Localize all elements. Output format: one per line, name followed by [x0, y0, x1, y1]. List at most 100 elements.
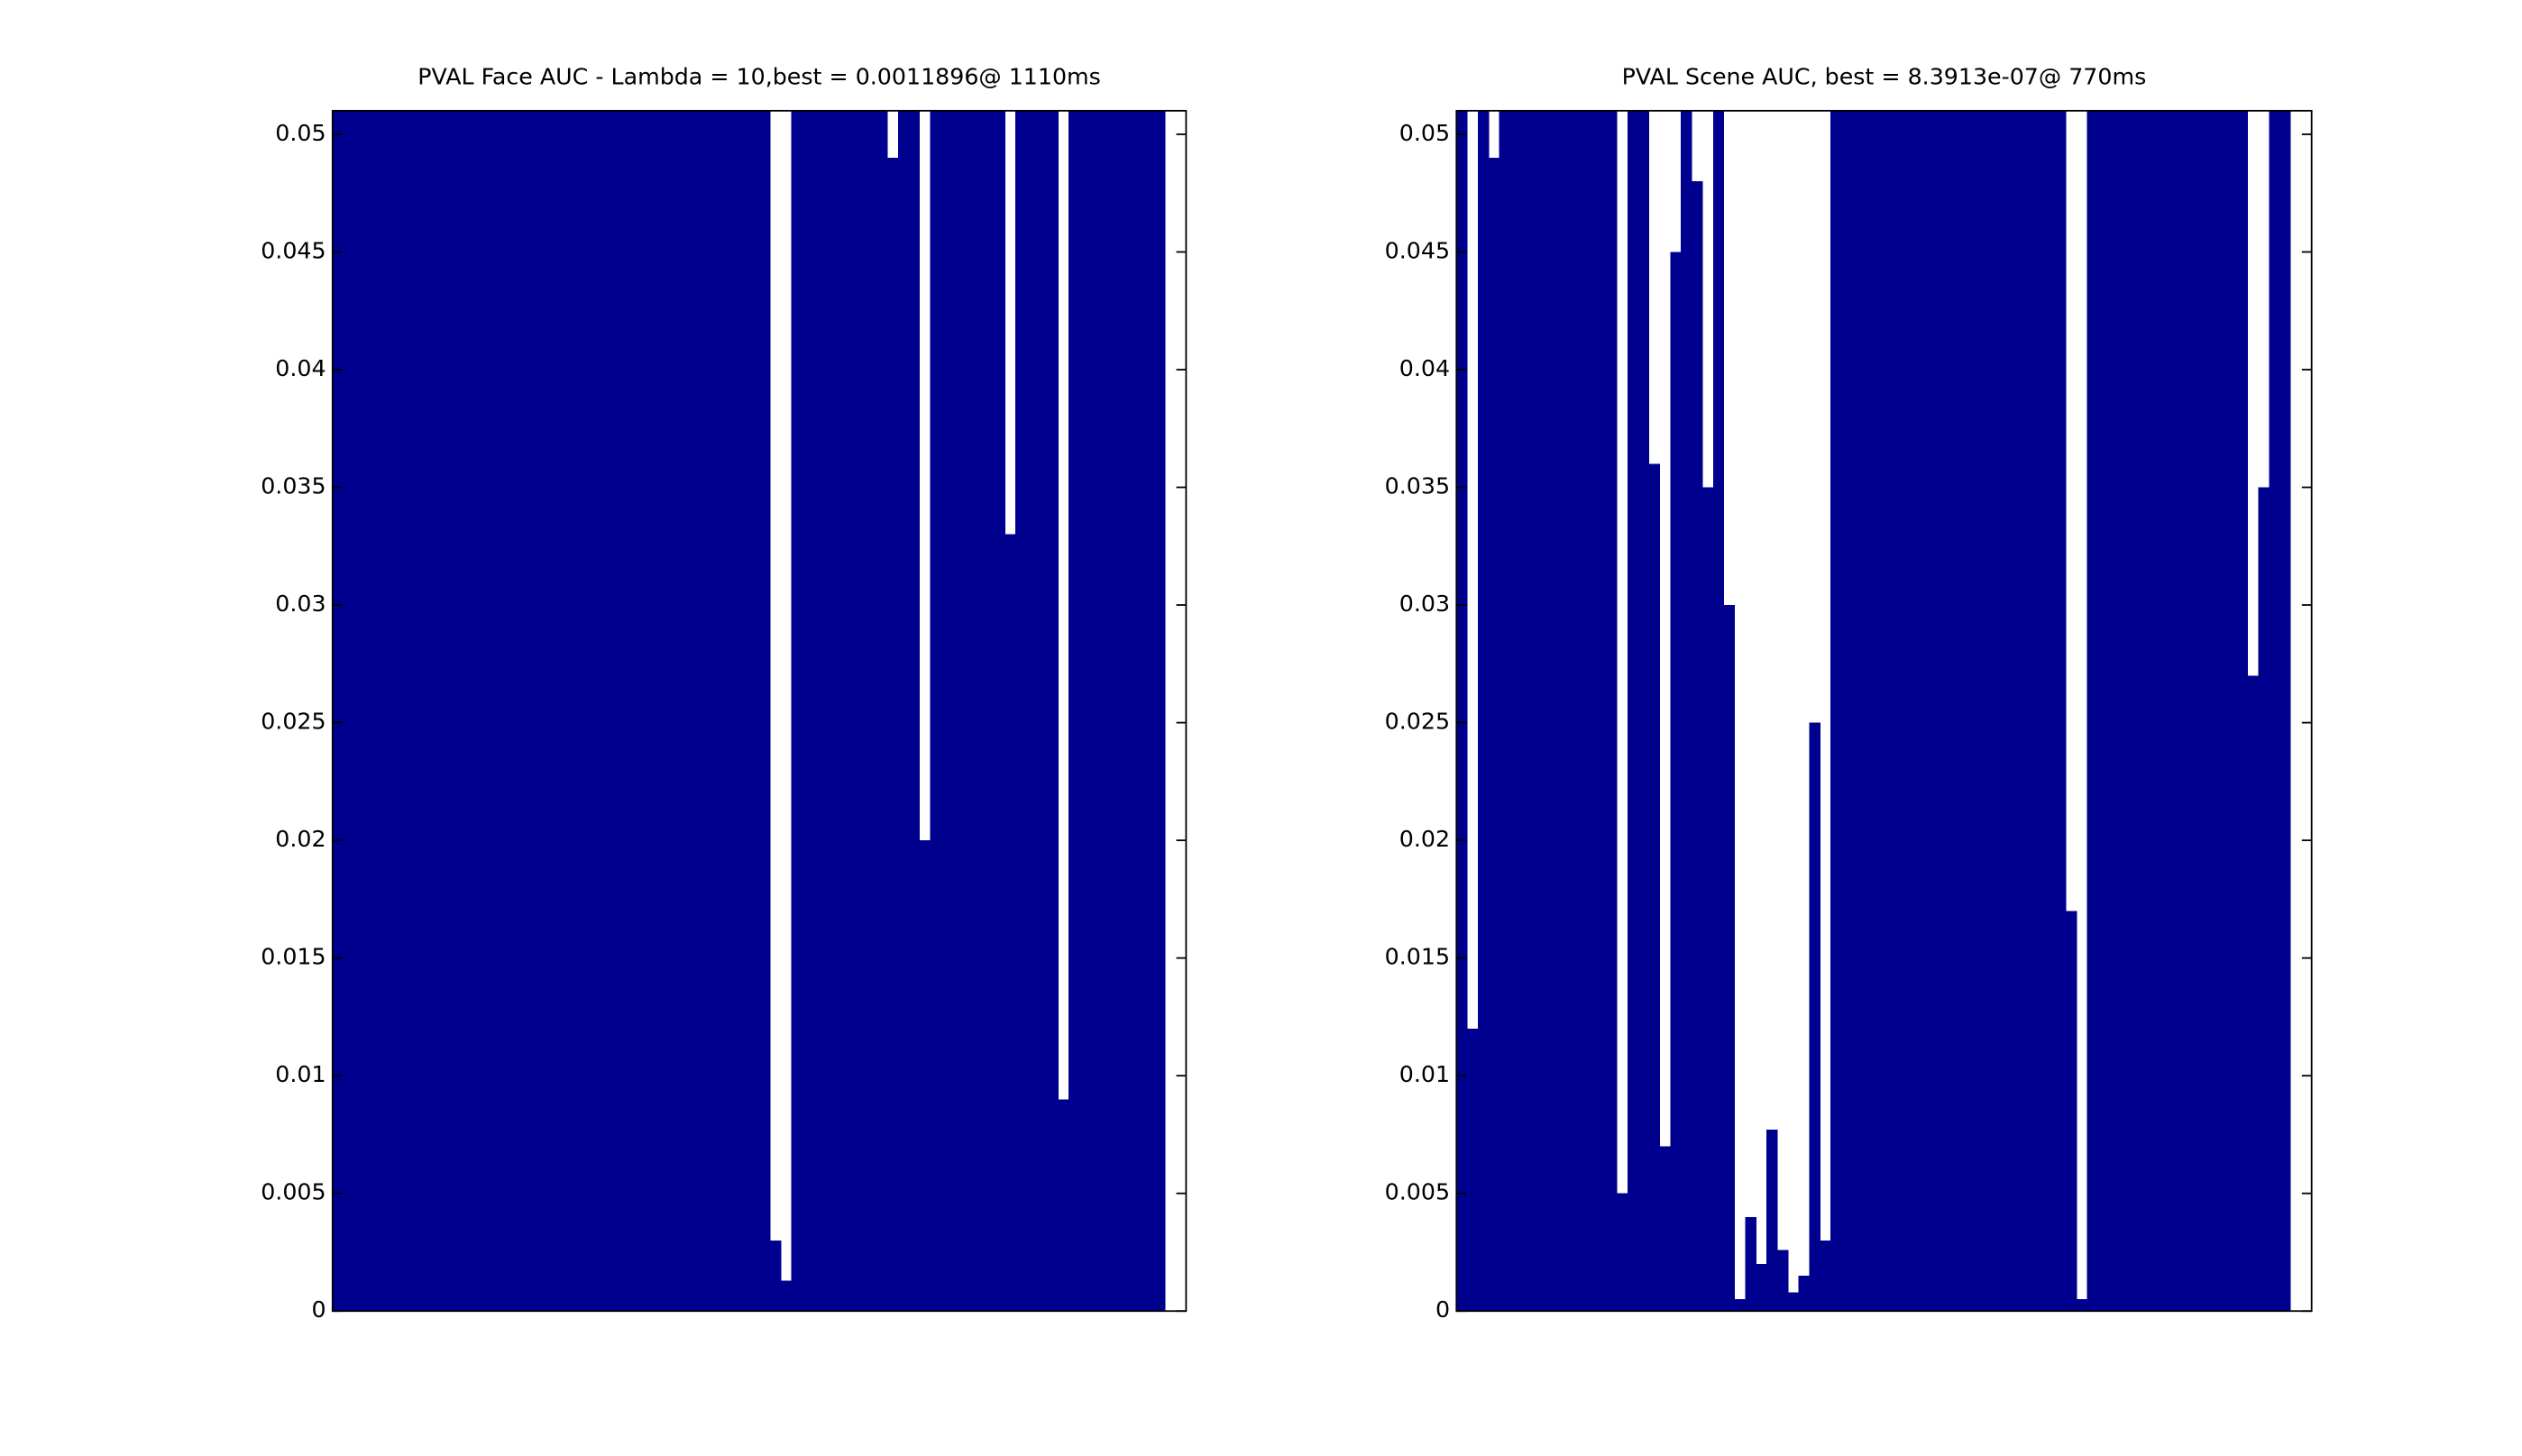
bar — [2066, 911, 2077, 1312]
bar — [908, 110, 921, 1312]
bar — [940, 110, 952, 1312]
bar — [1488, 158, 1500, 1312]
bar — [1787, 1292, 1800, 1312]
bar — [1659, 1146, 1671, 1312]
bar — [663, 110, 674, 1312]
bar — [2236, 110, 2249, 1312]
y-tick-label: 0.02 — [275, 826, 326, 852]
bar — [919, 840, 931, 1312]
bar — [674, 110, 685, 1312]
plot — [332, 110, 1166, 1312]
bar — [460, 110, 472, 1312]
bar — [2215, 110, 2227, 1312]
bar — [588, 110, 601, 1312]
bar — [1520, 110, 1532, 1312]
bar — [1884, 110, 1895, 1312]
bar — [2055, 110, 2067, 1312]
axes-frame — [331, 109, 1188, 1313]
bar — [407, 110, 419, 1312]
bar — [2194, 110, 2206, 1312]
bar — [1648, 463, 1661, 1312]
bar — [631, 110, 643, 1312]
bar — [2183, 110, 2195, 1312]
bar — [1595, 110, 1607, 1312]
bar — [449, 110, 462, 1312]
bar — [1058, 1099, 1069, 1312]
bar — [652, 110, 665, 1312]
axes-frame — [1455, 109, 2313, 1313]
bar — [1637, 110, 1650, 1312]
bar — [2279, 110, 2291, 1312]
bar — [439, 110, 451, 1312]
bar — [748, 110, 760, 1312]
bar — [972, 110, 985, 1312]
bar — [1079, 110, 1091, 1312]
bar — [2108, 110, 2120, 1312]
bar — [1776, 1250, 1789, 1312]
bar — [1948, 110, 1960, 1312]
bar — [1153, 110, 1166, 1312]
bar — [1701, 487, 1714, 1312]
y-tick-label: 0.045 — [1385, 237, 1450, 263]
bar — [428, 110, 440, 1312]
bar — [513, 110, 526, 1312]
bar — [2033, 110, 2045, 1312]
bar — [769, 1240, 782, 1312]
bar — [1766, 1130, 1778, 1312]
bar — [802, 110, 813, 1312]
bar — [1133, 110, 1144, 1312]
y-tick-label: 0.04 — [275, 355, 326, 381]
bar — [1606, 110, 1618, 1312]
bar — [417, 110, 429, 1312]
bar — [1100, 110, 1113, 1312]
bar — [1531, 110, 1543, 1312]
bar — [1004, 534, 1016, 1312]
bar — [1068, 110, 1080, 1312]
bar — [1916, 110, 1928, 1312]
bar — [1734, 1299, 1746, 1312]
bar — [1712, 110, 1725, 1312]
bar — [567, 110, 579, 1312]
bar — [641, 110, 654, 1312]
bar — [930, 110, 941, 1312]
bar — [2161, 110, 2174, 1312]
y-tick-label: 0.025 — [1385, 709, 1450, 735]
bar — [1552, 110, 1564, 1312]
bar — [759, 110, 771, 1312]
bar — [705, 110, 718, 1312]
bar — [1830, 110, 1842, 1312]
bar — [385, 110, 398, 1312]
bar — [1681, 110, 1692, 1312]
y-tick-label: 0.015 — [261, 944, 326, 970]
bar — [1798, 1276, 1811, 1312]
bar — [2130, 110, 2141, 1312]
bar — [866, 110, 877, 1312]
bar — [791, 110, 802, 1312]
bar — [353, 110, 365, 1312]
bar — [1025, 110, 1038, 1312]
bar — [876, 110, 888, 1312]
bar — [1841, 110, 1853, 1312]
y-tick-label: 0.045 — [261, 237, 326, 263]
y-tick-label: 0.035 — [261, 473, 326, 499]
bar — [2022, 110, 2034, 1312]
bar — [546, 110, 557, 1312]
bar — [1015, 110, 1027, 1312]
bar — [1563, 110, 1575, 1312]
bar — [780, 1280, 793, 1312]
bar — [492, 110, 504, 1312]
bar — [738, 110, 749, 1312]
bar — [1047, 110, 1059, 1312]
bar — [2205, 110, 2216, 1312]
bar — [1723, 605, 1736, 1312]
y-tick-label: 0 — [1435, 1296, 1450, 1323]
bar — [716, 110, 729, 1312]
bar — [2044, 110, 2056, 1312]
y-tick-label: 0.03 — [275, 591, 326, 617]
y-tick-label: 0.02 — [1399, 826, 1450, 852]
bar — [1467, 1028, 1479, 1312]
bar — [2269, 110, 2280, 1312]
bar — [1851, 110, 1864, 1312]
bar — [375, 110, 387, 1312]
